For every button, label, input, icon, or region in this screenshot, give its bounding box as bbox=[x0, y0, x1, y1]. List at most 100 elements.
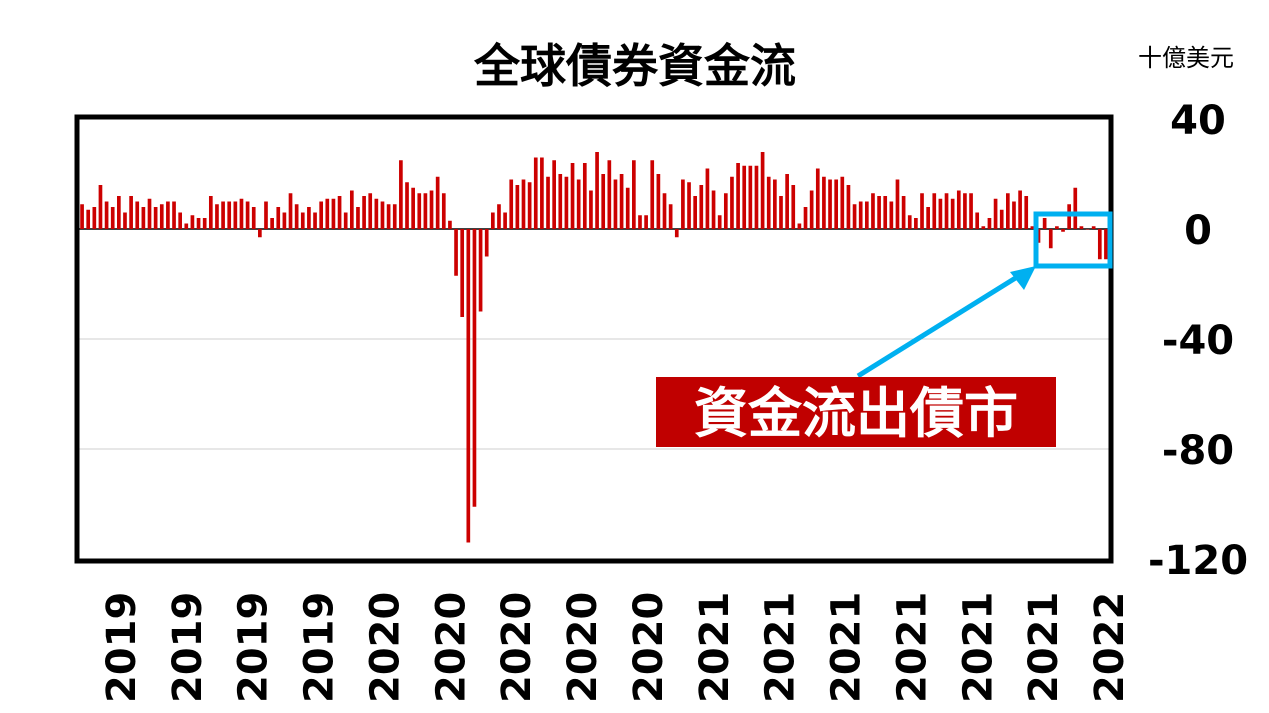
bar bbox=[491, 212, 495, 229]
bar bbox=[699, 185, 704, 229]
x-tick-label: 2020 bbox=[494, 592, 540, 703]
bar bbox=[356, 207, 360, 229]
x-tick-label: 2019 bbox=[99, 592, 145, 703]
bar bbox=[307, 207, 311, 229]
bar bbox=[950, 198, 955, 229]
bar bbox=[454, 229, 458, 276]
bar bbox=[153, 207, 158, 229]
bar bbox=[1055, 226, 1059, 229]
bar bbox=[521, 179, 526, 229]
x-tick-label: 2021 bbox=[824, 592, 870, 703]
bar bbox=[423, 193, 428, 229]
bar bbox=[809, 190, 814, 229]
x-tick-label: 2021 bbox=[1021, 592, 1067, 703]
bar bbox=[399, 160, 403, 229]
bar bbox=[208, 196, 213, 229]
bar bbox=[104, 201, 109, 229]
bar bbox=[441, 193, 446, 229]
bar bbox=[472, 229, 477, 507]
highlight-box bbox=[1033, 211, 1113, 269]
bar bbox=[362, 196, 366, 229]
bar bbox=[233, 201, 238, 229]
bar bbox=[576, 179, 581, 229]
bar bbox=[674, 229, 679, 238]
bar bbox=[975, 212, 980, 229]
bar bbox=[901, 196, 906, 229]
annotation-text: 資金流出債市 bbox=[694, 382, 1018, 445]
bar bbox=[484, 229, 489, 257]
bar bbox=[730, 176, 734, 229]
bar bbox=[1079, 226, 1084, 229]
bar bbox=[448, 220, 452, 229]
bar bbox=[711, 190, 716, 229]
bar bbox=[202, 218, 207, 229]
bar bbox=[196, 218, 201, 229]
annotation-arrow-line bbox=[856, 271, 1024, 379]
bar bbox=[999, 209, 1004, 229]
bar bbox=[864, 201, 869, 229]
y-tick-label: 40 bbox=[1170, 98, 1226, 144]
bar bbox=[221, 201, 225, 229]
bar bbox=[668, 204, 673, 229]
bar bbox=[705, 168, 710, 229]
plot-frame bbox=[74, 114, 1114, 564]
bar bbox=[1018, 190, 1022, 229]
bar bbox=[264, 201, 268, 229]
bar bbox=[766, 176, 771, 229]
bar bbox=[411, 187, 415, 229]
bar bbox=[533, 157, 538, 229]
bar bbox=[613, 179, 618, 229]
bar bbox=[742, 165, 747, 229]
bar bbox=[858, 201, 863, 229]
bar bbox=[1048, 229, 1053, 249]
annotation-arrow-head bbox=[1010, 266, 1036, 290]
bar bbox=[110, 207, 115, 229]
bar bbox=[466, 229, 471, 543]
bar bbox=[1067, 204, 1071, 229]
bar bbox=[773, 179, 777, 229]
bar bbox=[215, 204, 219, 229]
y-tick-label: -40 bbox=[1162, 318, 1234, 364]
bar bbox=[166, 201, 170, 229]
bar bbox=[478, 229, 483, 312]
bar bbox=[914, 218, 918, 229]
bar bbox=[638, 215, 642, 229]
bar bbox=[889, 201, 894, 229]
bar bbox=[595, 152, 599, 229]
bar bbox=[313, 212, 317, 229]
bar bbox=[791, 185, 796, 229]
bar bbox=[546, 176, 550, 229]
bar bbox=[92, 207, 97, 229]
bar bbox=[840, 176, 845, 229]
bar bbox=[86, 209, 91, 229]
bar bbox=[141, 207, 146, 229]
y-tick-label: 0 bbox=[1184, 208, 1212, 254]
bar bbox=[276, 207, 281, 229]
bar bbox=[1012, 201, 1016, 229]
bar bbox=[172, 201, 176, 229]
bar bbox=[797, 223, 802, 229]
bar bbox=[282, 212, 287, 229]
bar bbox=[245, 201, 250, 229]
bar bbox=[656, 174, 661, 229]
bar bbox=[589, 190, 593, 229]
x-tick-label: 2020 bbox=[363, 592, 409, 703]
bar bbox=[331, 198, 336, 229]
bar bbox=[723, 193, 728, 229]
bar bbox=[1073, 187, 1078, 229]
bar bbox=[1030, 226, 1035, 229]
bar bbox=[540, 157, 544, 229]
bar bbox=[159, 204, 164, 229]
bar bbox=[662, 193, 667, 229]
unit-label: 十億美元 bbox=[1138, 44, 1234, 72]
bar bbox=[956, 190, 961, 229]
bar bbox=[938, 198, 943, 229]
bar bbox=[681, 179, 685, 229]
bar bbox=[564, 176, 569, 229]
bar bbox=[325, 198, 330, 229]
bar bbox=[368, 193, 373, 229]
bar bbox=[1061, 229, 1065, 232]
bar bbox=[736, 163, 740, 229]
bar bbox=[920, 193, 924, 229]
bar bbox=[828, 179, 832, 229]
